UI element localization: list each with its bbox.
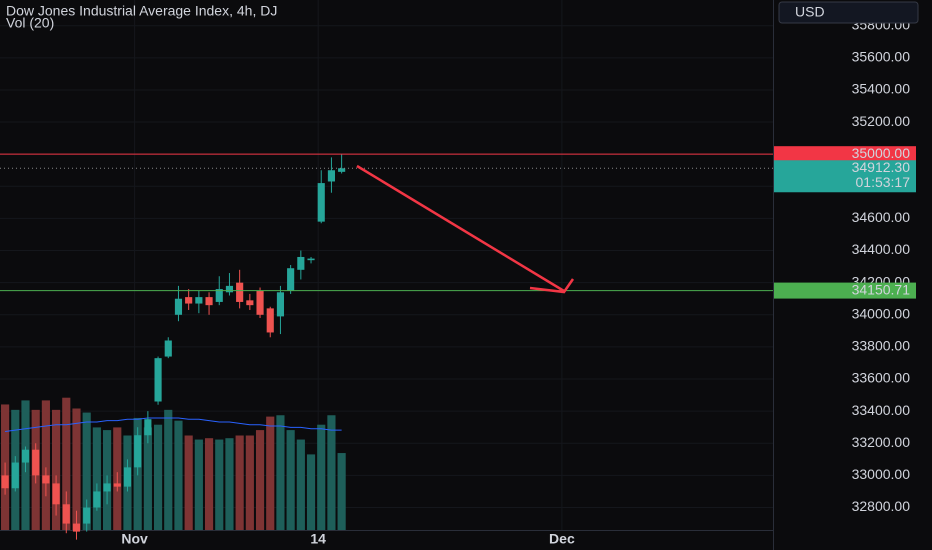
y-tick-label: 35200.00 xyxy=(852,113,911,129)
y-tick-label: 34000.00 xyxy=(852,305,911,321)
x-tick-label: 14 xyxy=(310,531,326,547)
candle-body xyxy=(1,475,9,489)
candle-body xyxy=(154,358,162,402)
x-tick-label: Dec xyxy=(549,531,575,547)
candle-body xyxy=(317,183,325,222)
candle-body xyxy=(52,483,60,505)
volume-bar xyxy=(225,438,234,530)
volume-bar xyxy=(204,438,214,530)
candle-body xyxy=(83,507,91,524)
volume-bar xyxy=(266,416,275,530)
x-tick-label: Nov xyxy=(121,531,148,547)
y-tick-label: 33600.00 xyxy=(852,370,911,386)
price-tag-label: 35000.00 xyxy=(852,145,911,161)
candle-body xyxy=(62,504,70,524)
price-tag xyxy=(774,160,916,193)
volume-bar xyxy=(62,397,71,530)
price-tag-label: 34912.30 xyxy=(852,159,911,175)
currency[interactable]: USD xyxy=(795,4,825,20)
volume-label: Vol (20) xyxy=(6,15,54,31)
volume-bar xyxy=(143,427,152,530)
candle-body xyxy=(266,308,274,333)
volume-bar xyxy=(327,415,336,530)
candle-body xyxy=(225,285,234,293)
price-tag xyxy=(774,282,916,299)
volume-bar xyxy=(306,454,316,530)
volume-bar xyxy=(337,453,346,530)
volume-bar xyxy=(235,435,244,530)
price-tag xyxy=(774,146,916,163)
candle-body xyxy=(287,268,295,291)
y-tick-label: 33000.00 xyxy=(852,466,911,482)
y-tick-label: 33400.00 xyxy=(852,402,911,418)
candles xyxy=(1,154,346,540)
y-tick-label: 33200.00 xyxy=(852,434,911,450)
arrow-annotation xyxy=(356,164,575,294)
candle-body xyxy=(276,292,285,317)
candle-body xyxy=(256,290,264,315)
y-tick-label: 35400.00 xyxy=(852,81,911,97)
candle-body xyxy=(195,297,203,304)
volume-bar xyxy=(164,409,173,530)
volume-bar xyxy=(72,408,81,530)
candle-body xyxy=(123,467,132,487)
y-tick-label: 34600.00 xyxy=(852,209,911,225)
price-axis: 32800.00 33000.00 33200.00 33400.00 33600.00… xyxy=(121,16,916,547)
currency-box[interactable] xyxy=(778,1,919,24)
candle-body xyxy=(246,300,254,306)
chart-title: Dow Jones Industrial Average Index, 4h, … xyxy=(6,3,277,19)
volume-bar xyxy=(317,424,326,530)
candle-body xyxy=(113,483,121,487)
candle-body xyxy=(93,491,101,508)
candle-body xyxy=(134,435,142,468)
candle-body xyxy=(236,282,244,302)
candle-body xyxy=(11,462,19,489)
y-tick-label: 35600.00 xyxy=(852,49,911,65)
candle-body xyxy=(72,523,81,532)
volume-bar xyxy=(41,400,50,530)
volume-bar xyxy=(82,412,91,530)
y-tick-label: 33800.00 xyxy=(852,338,911,354)
candle-body xyxy=(307,258,315,261)
y-tick-label: 32800.00 xyxy=(852,498,911,514)
countdown: 01:53:17 xyxy=(856,174,911,190)
candle-body xyxy=(32,449,40,476)
y-tick-label: 34400.00 xyxy=(852,241,911,257)
volume-bar xyxy=(255,430,265,530)
volume-bar xyxy=(296,439,305,530)
candle-body xyxy=(205,297,213,306)
candle-body xyxy=(185,297,193,304)
candle-body xyxy=(144,419,152,436)
candle-body xyxy=(42,475,50,484)
volume-bar xyxy=(276,415,285,530)
volume-bar xyxy=(153,424,163,530)
candle-body xyxy=(21,449,30,463)
price-tag-label: 34150.71 xyxy=(852,281,911,297)
candle-body xyxy=(103,483,111,492)
candle-body xyxy=(338,168,346,172)
price-lines xyxy=(0,153,773,292)
candle-body xyxy=(215,289,223,302)
volume-bar xyxy=(184,435,193,530)
volume-bar xyxy=(215,439,224,530)
volume-ma-line xyxy=(5,417,342,432)
candle-body xyxy=(174,298,183,315)
volume-bar xyxy=(174,420,183,530)
candle-body xyxy=(327,170,336,182)
volume-bar xyxy=(52,409,61,530)
volume-bar xyxy=(92,427,101,530)
arrow-shaft xyxy=(356,164,565,293)
candle-body xyxy=(297,256,305,270)
volume-bar xyxy=(194,439,203,530)
volume-bar xyxy=(245,435,254,530)
volume-bar xyxy=(286,430,295,530)
arrow-head xyxy=(529,278,575,294)
candle-body xyxy=(164,340,172,357)
